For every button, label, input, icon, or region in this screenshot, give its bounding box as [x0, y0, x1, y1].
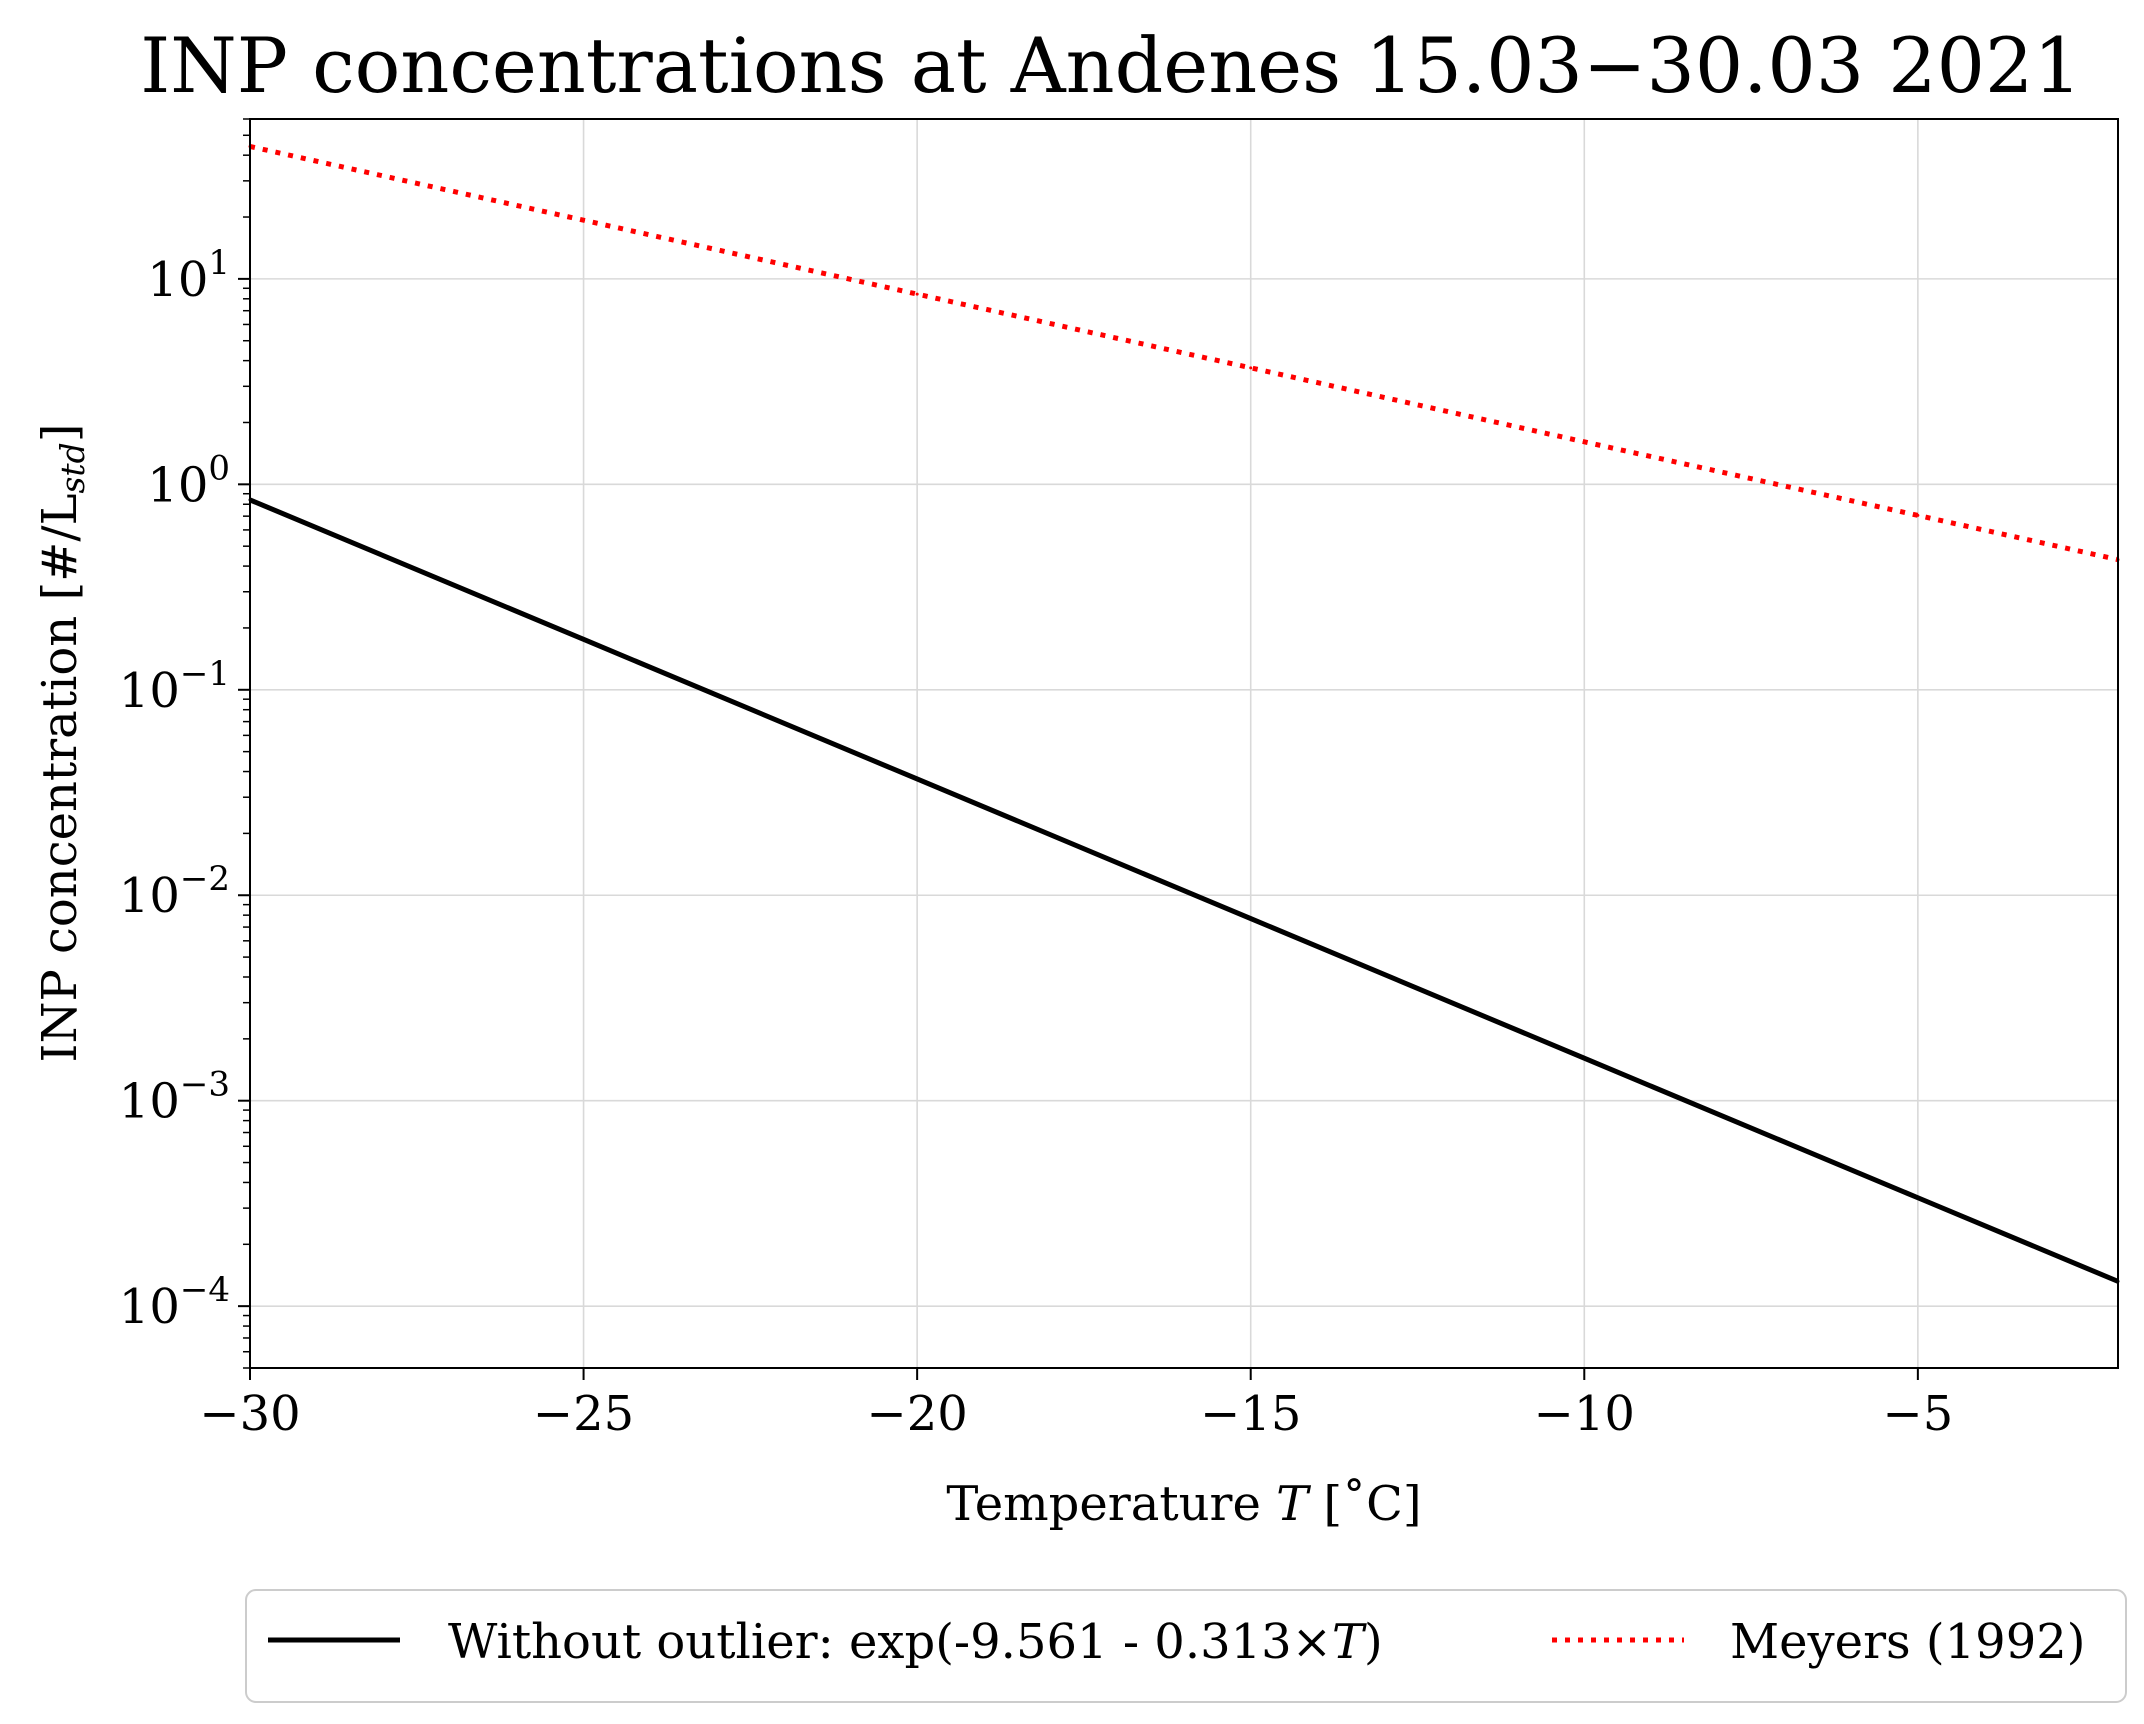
y-axis-label: INP concentration [#/Lstd]: [32, 423, 92, 1062]
y-tick-label-1: 10−3: [119, 1065, 230, 1130]
y-tick-label-2: 10−2: [119, 859, 230, 924]
series-0-point-4: [1582, 1056, 1586, 1060]
y-tick-label-5: 101: [147, 243, 230, 308]
series-1-point-4: [1582, 440, 1586, 444]
legend-label-1: Meyers (1992): [1730, 1614, 2086, 1670]
x-axis: −30 −25 −20 −15 −10 −5: [199, 1368, 1953, 1442]
series-1-point-2: [915, 292, 919, 296]
y-tick-label-4: 100: [147, 448, 230, 513]
y-tick-label-3: 10−1: [119, 654, 230, 719]
x-tick-label-4: −10: [1534, 1386, 1635, 1442]
x-tick-label-5: −5: [1882, 1386, 1953, 1442]
series-0-point-1: [582, 637, 586, 641]
x-tick-label-3: −15: [1200, 1386, 1301, 1442]
series-0-point-5: [1916, 1196, 1920, 1200]
series-1-point-3: [1249, 366, 1253, 370]
x-axis-label: Temperature T [˚C]: [946, 1476, 1421, 1532]
legend-frame: [245, 1589, 2127, 1703]
x-tick-label-0: −30: [199, 1386, 300, 1442]
legend: Without outlier: exp(-9.561 - 0.313×T) M…: [245, 1589, 2127, 1703]
series-0-point-2: [915, 777, 919, 781]
series-0-point-3: [1249, 917, 1253, 921]
legend-label-0: Without outlier: exp(-9.561 - 0.313×T): [448, 1614, 1383, 1670]
x-tick-label-2: −20: [866, 1386, 967, 1442]
y-axis: 10−4 10−3 10−2 10−1 100 101: [119, 118, 250, 1369]
series-1-point-5: [1916, 513, 1920, 517]
y-tick-label-0: 10−4: [119, 1270, 230, 1335]
plot-frame: [249, 118, 2119, 1369]
x-tick-label-1: −25: [533, 1386, 634, 1442]
series-1-point-1: [582, 218, 586, 222]
grid: [249, 119, 2118, 1368]
chart-title: INP concentrations at Andenes 15.03−30.0…: [140, 21, 2081, 110]
